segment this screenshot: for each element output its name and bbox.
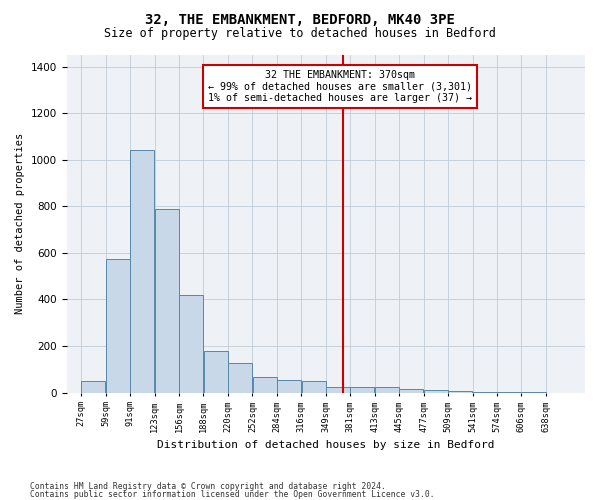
Y-axis label: Number of detached properties: Number of detached properties [15,133,25,314]
Bar [130,150,154,392]
Bar [424,390,448,392]
Text: Size of property relative to detached houses in Bedford: Size of property relative to detached ho… [104,28,496,40]
Bar [302,381,326,392]
Bar [179,295,203,392]
Bar [350,388,374,392]
Bar [326,386,350,392]
Bar [253,378,277,392]
Bar [400,389,424,392]
Bar [82,381,106,392]
Text: Contains public sector information licensed under the Open Government Licence v3: Contains public sector information licen… [30,490,434,499]
Bar [228,362,252,392]
Text: 32 THE EMBANKMENT: 370sqm
← 99% of detached houses are smaller (3,301)
1% of sem: 32 THE EMBANKMENT: 370sqm ← 99% of detac… [208,70,472,103]
Bar [155,208,179,392]
Bar [277,380,301,392]
Bar [204,350,227,393]
Bar [106,258,130,392]
X-axis label: Distribution of detached houses by size in Bedford: Distribution of detached houses by size … [157,440,494,450]
Text: Contains HM Land Registry data © Crown copyright and database right 2024.: Contains HM Land Registry data © Crown c… [30,482,386,491]
Bar [375,388,399,392]
Text: 32, THE EMBANKMENT, BEDFORD, MK40 3PE: 32, THE EMBANKMENT, BEDFORD, MK40 3PE [145,12,455,26]
